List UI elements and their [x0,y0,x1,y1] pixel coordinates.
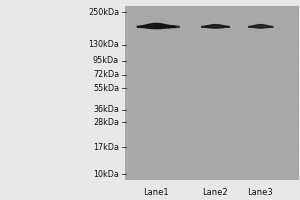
Text: 36kDa: 36kDa [93,105,119,114]
Text: 17kDa: 17kDa [93,143,119,152]
Text: Lane1: Lane1 [143,188,169,197]
Text: 55kDa: 55kDa [93,84,119,93]
Text: 250kDa: 250kDa [88,8,119,17]
Text: 130kDa: 130kDa [88,40,119,49]
Text: Lane2: Lane2 [202,188,228,197]
Text: Lane3: Lane3 [247,188,273,197]
Text: 28kDa: 28kDa [93,118,119,127]
Text: 95kDa: 95kDa [93,56,119,65]
Text: 72kDa: 72kDa [93,70,119,79]
Text: 10kDa: 10kDa [93,170,119,179]
